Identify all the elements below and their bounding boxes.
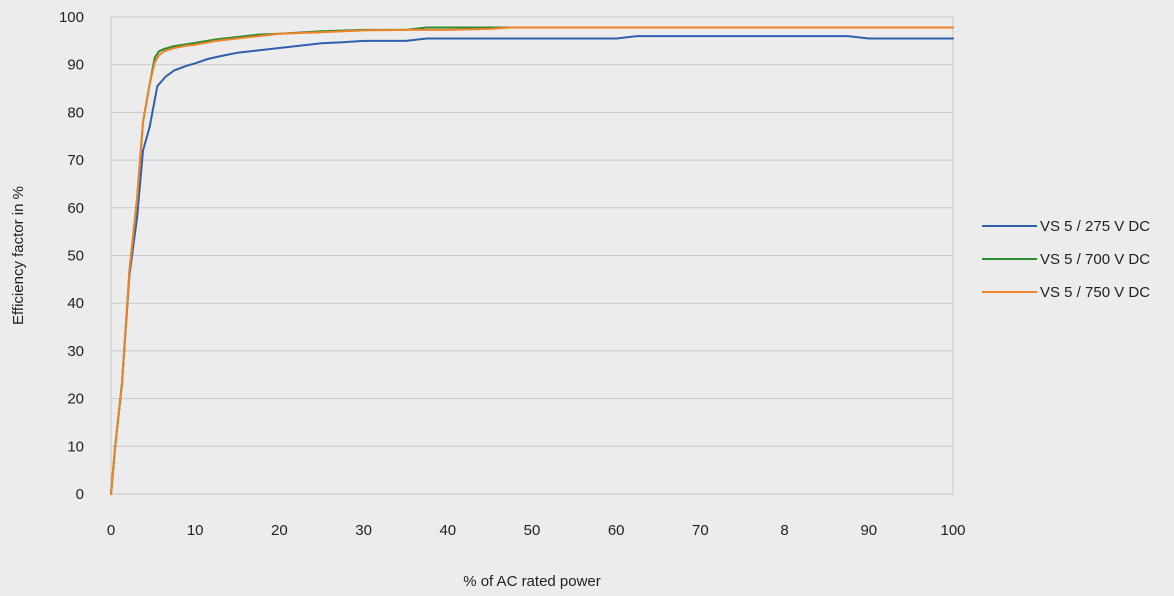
y-tick-label: 50 <box>67 248 84 265</box>
series-line-1 <box>110 35 954 495</box>
x-tick-label: 70 <box>692 522 709 539</box>
x-tick-label: 40 <box>439 522 456 539</box>
y-tick-label: 30 <box>67 343 84 360</box>
y-tick-label: 10 <box>67 438 84 455</box>
y-tick-label: 80 <box>67 104 84 121</box>
x-axis-tick-labels: 0 10 20 30 40 50 60 70 8 90 100 <box>107 522 966 539</box>
legend: VS 5 / 275 V DC VS 5 / 700 V DC VS 5 / 750… <box>982 218 1150 301</box>
x-tick-label: 30 <box>355 522 372 539</box>
series-line-2 <box>110 26 954 495</box>
legend-label: VS 5 / 750 V DC <box>1040 284 1150 301</box>
y-tick-label: 0 <box>76 486 84 503</box>
y-axis-tick-labels: 0 10 20 30 40 50 60 70 80 90 100 <box>59 9 84 503</box>
y-tick-label: 60 <box>67 200 84 217</box>
x-tick-label: 8 <box>780 522 788 539</box>
y-tick-label: 20 <box>67 391 84 408</box>
x-tick-label: 60 <box>608 522 625 539</box>
series-lines <box>110 26 954 495</box>
x-tick-label: 10 <box>187 522 204 539</box>
x-tick-label: 100 <box>940 522 965 539</box>
y-tick-label: 40 <box>67 295 84 312</box>
series-line-3 <box>110 26 954 495</box>
x-axis-title: % of AC rated power <box>463 573 601 590</box>
y-tick-label: 90 <box>67 57 84 74</box>
x-tick-label: 20 <box>271 522 288 539</box>
legend-label: VS 5 / 275 V DC <box>1040 218 1150 235</box>
plot-area-border <box>110 16 954 495</box>
y-tick-label: 70 <box>67 152 84 169</box>
x-tick-label: 90 <box>860 522 877 539</box>
legend-label: VS 5 / 700 V DC <box>1040 251 1150 268</box>
grid-lines <box>111 16 953 495</box>
x-tick-label: 0 <box>107 522 115 539</box>
x-tick-label: 50 <box>524 522 541 539</box>
y-tick-label: 100 <box>59 9 84 26</box>
y-axis-title: Efficiency factor in % <box>10 186 27 325</box>
